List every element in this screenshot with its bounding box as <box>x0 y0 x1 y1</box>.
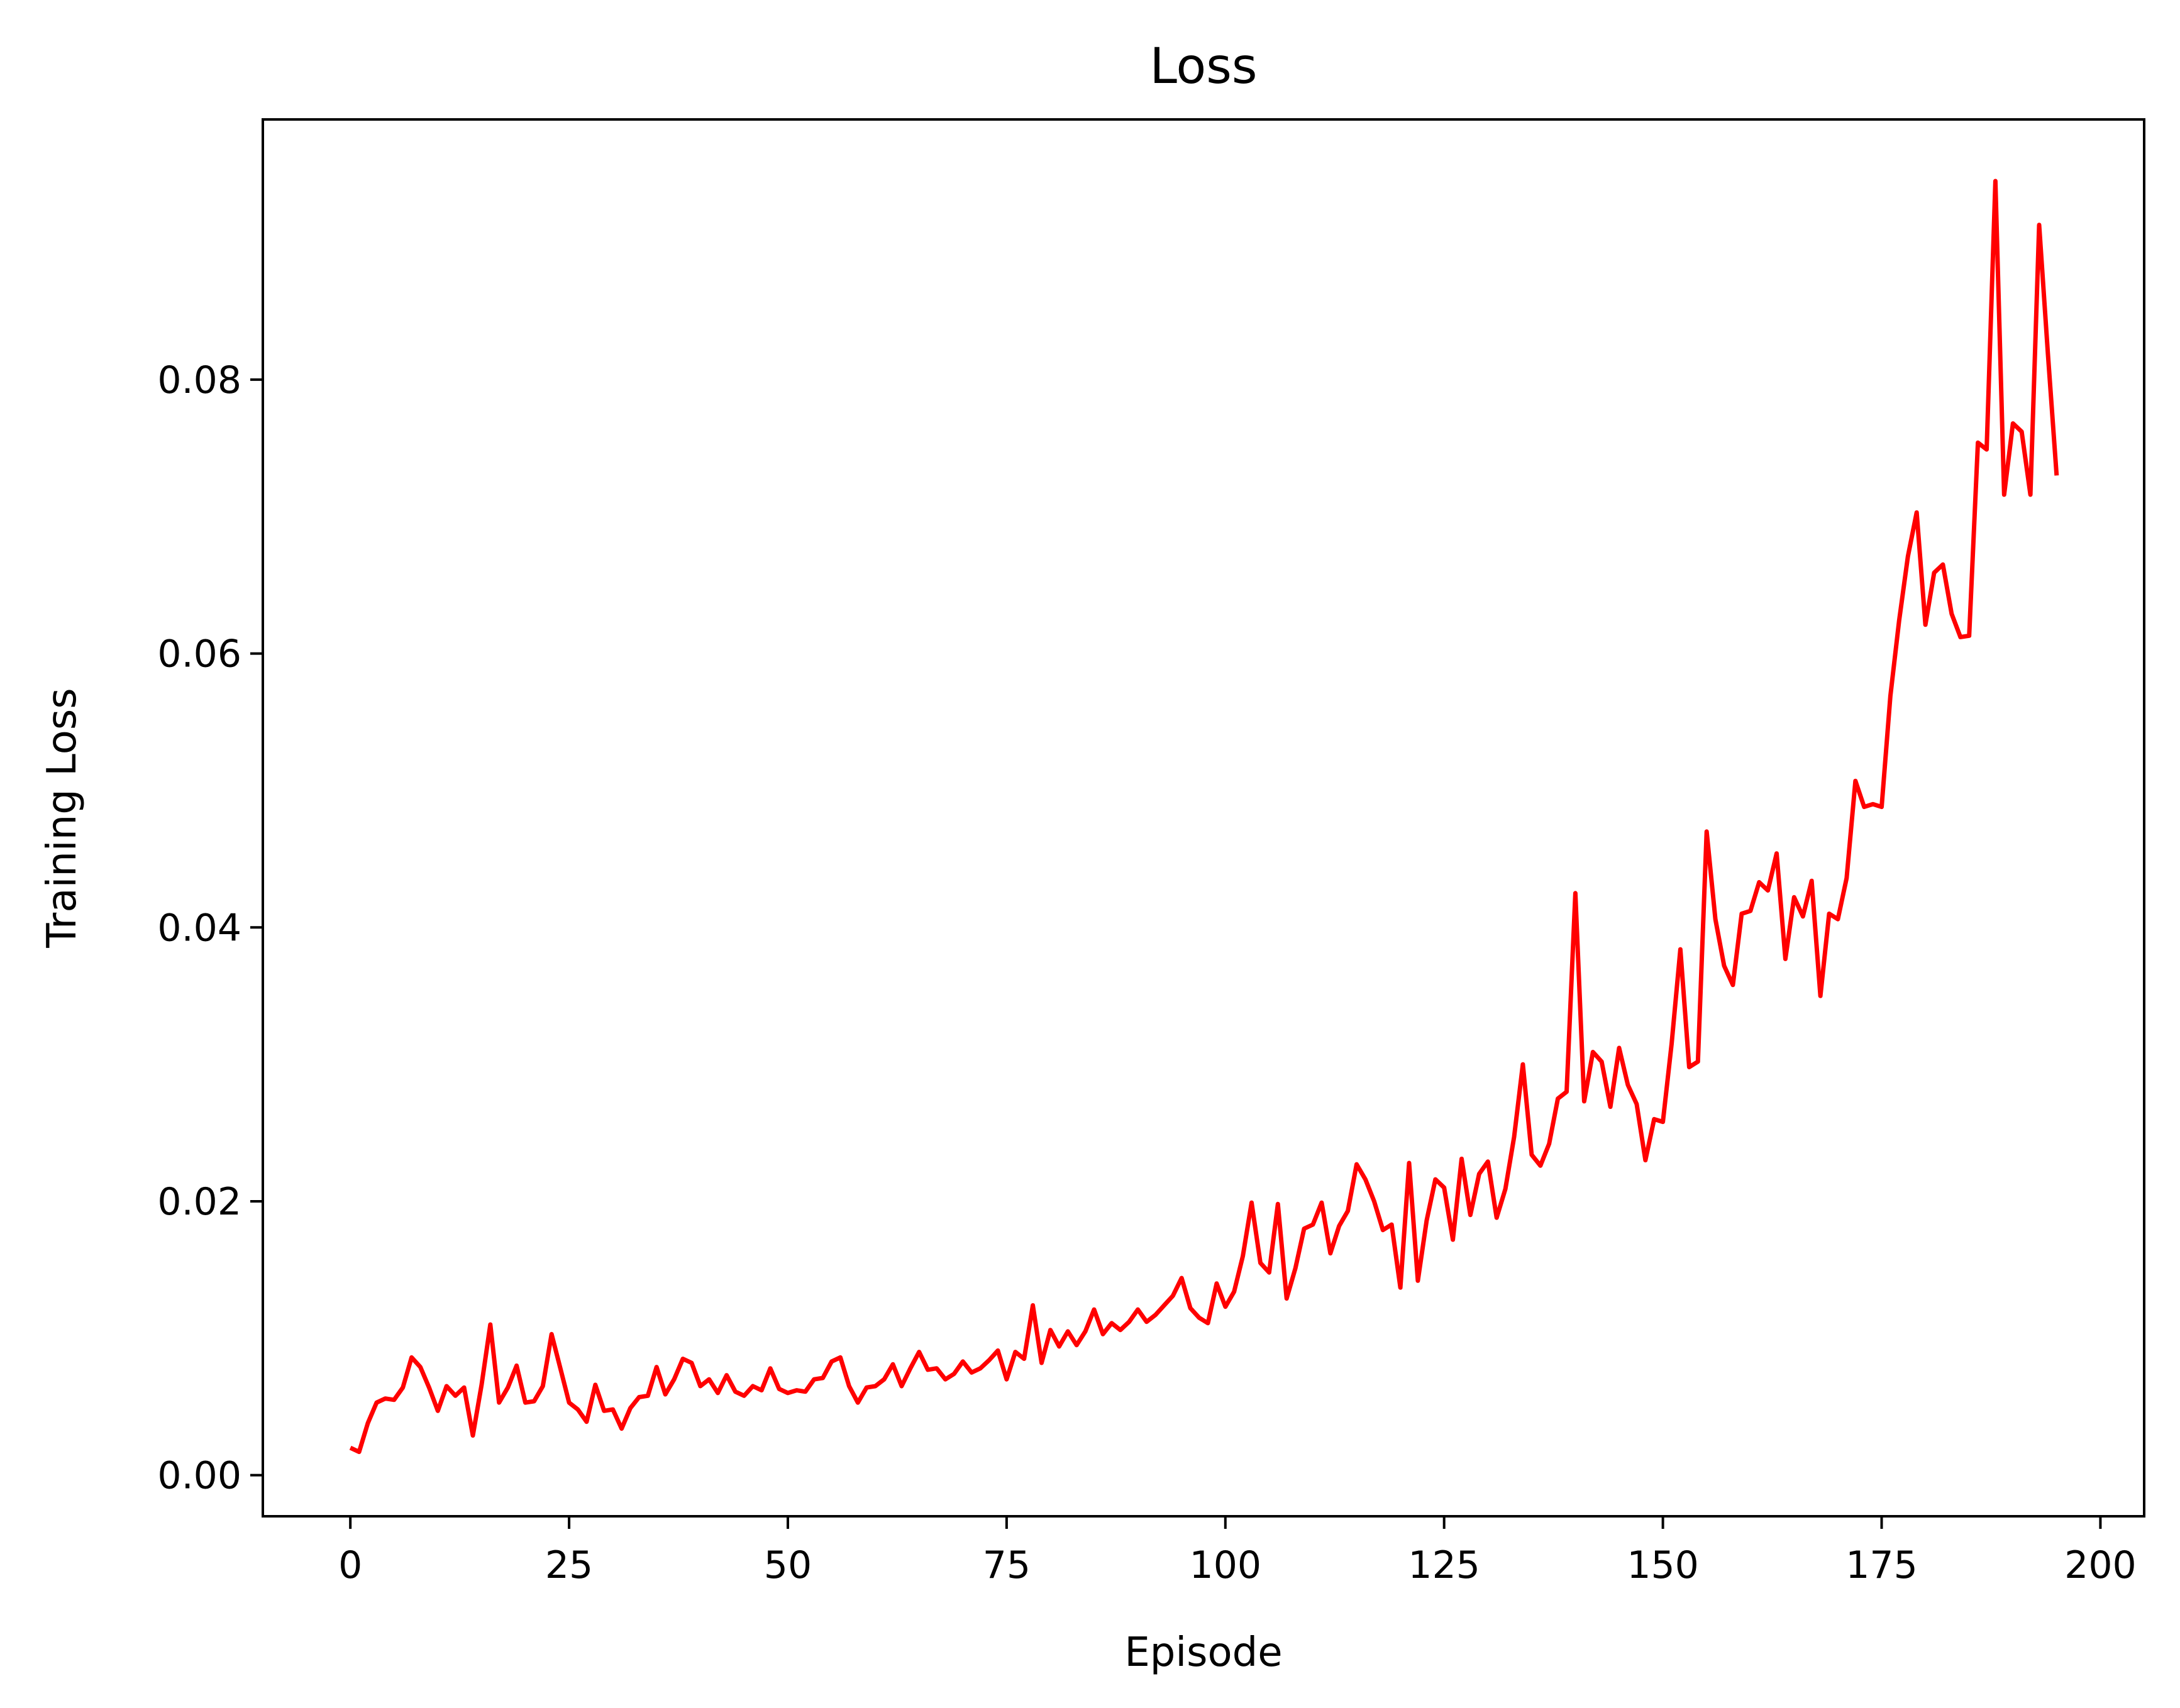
x-tick-label: 25 <box>545 1543 593 1587</box>
x-axis-ticks: 0 25 50 75 100 125 150 175 200 <box>338 1516 2137 1587</box>
y-axis-ticks: 0.00 0.02 0.04 0.06 0.08 <box>157 358 263 1498</box>
x-tick-label: 200 <box>2064 1543 2137 1587</box>
x-tick-label: 175 <box>1845 1543 1918 1587</box>
x-tick-label: 75 <box>983 1543 1031 1587</box>
x-tick-label: 50 <box>764 1543 812 1587</box>
loss-series-line <box>349 179 2059 1455</box>
plot-area-lines <box>349 179 2059 1455</box>
plot-frame <box>262 118 2145 1518</box>
y-tick-label: 0.00 <box>157 1454 241 1498</box>
y-tick-label: 0.02 <box>157 1180 241 1224</box>
y-tick-label: 0.08 <box>157 358 241 402</box>
x-tick-label: 100 <box>1190 1543 1262 1587</box>
x-tick-label: 0 <box>338 1543 362 1587</box>
y-tick-label: 0.04 <box>157 906 241 950</box>
y-axis-label: Training Loss <box>39 688 86 948</box>
x-axis-label: Episode <box>1124 1629 1282 1676</box>
chart-title: Loss <box>1149 38 1257 95</box>
x-tick-label: 150 <box>1627 1543 1699 1587</box>
y-tick-label: 0.06 <box>157 632 241 676</box>
x-tick-label: 125 <box>1408 1543 1480 1587</box>
